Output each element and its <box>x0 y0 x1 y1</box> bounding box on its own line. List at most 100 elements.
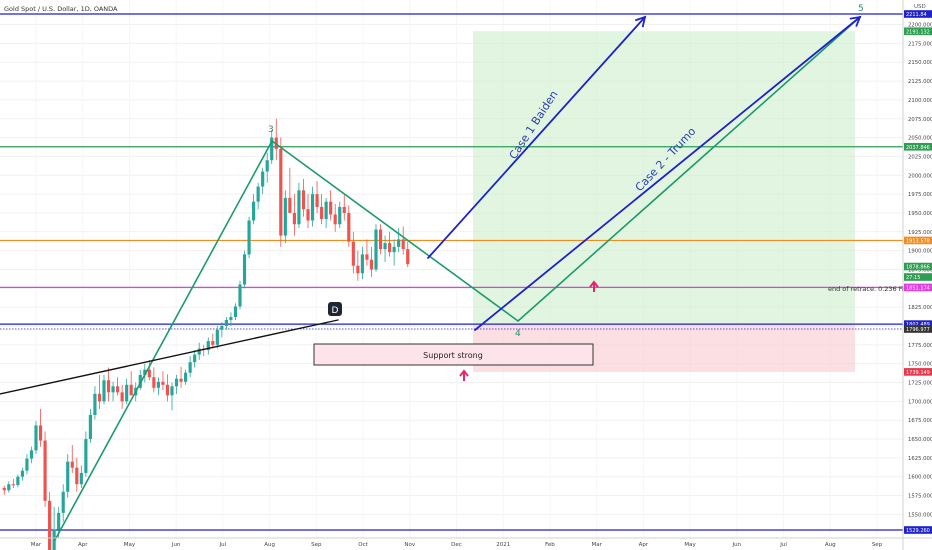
case1-line <box>427 16 646 259</box>
y-tick-label: 1625.000 <box>908 456 932 462</box>
support-box[interactable]: Support strong <box>313 343 594 366</box>
price-tag <box>904 142 932 151</box>
price-tag-label: 1739.149 <box>906 370 930 376</box>
y-tick-label: 1550.000 <box>908 512 932 518</box>
price-tag <box>904 325 932 333</box>
y-tick-label: 2050.000 <box>908 136 932 142</box>
candle-body <box>93 393 97 415</box>
y-tick-label: 1750.000 <box>908 362 932 368</box>
case1-arrowhead <box>634 15 647 28</box>
candle-body <box>356 265 360 274</box>
x-tick-label: Mar <box>31 542 42 548</box>
wave-line-five <box>517 16 861 322</box>
y-tick-label: 1900.000 <box>908 249 932 255</box>
candle-body <box>111 386 115 393</box>
x-tick-label: Apr <box>639 542 649 548</box>
candle-body <box>383 243 387 250</box>
candle-body <box>378 229 383 250</box>
x-tick-label: Dec <box>451 542 462 548</box>
candle-body <box>242 254 247 285</box>
candle-body <box>106 380 111 393</box>
candle-body <box>61 491 65 513</box>
candle-body <box>288 197 292 213</box>
x-tick-label: Apr <box>78 542 88 548</box>
support-up-arrow <box>459 369 469 381</box>
price-tag <box>904 273 932 281</box>
candle-body <box>256 186 260 202</box>
candle-body <box>16 476 20 486</box>
currency-label: USD <box>914 4 926 10</box>
candle-body <box>57 512 61 530</box>
horizontal-lines <box>0 13 903 531</box>
candle-body <box>193 354 197 363</box>
candle-body <box>70 461 74 468</box>
candle-body <box>292 212 296 225</box>
y-tick-label: 2125.000 <box>908 79 932 85</box>
x-tick-label: Oct <box>358 542 368 548</box>
candle-body <box>147 369 151 378</box>
wave-line-up <box>54 140 273 541</box>
drawings <box>0 15 862 541</box>
candles <box>2 118 410 550</box>
y-tick-label: 1925.000 <box>908 230 932 236</box>
candle-body <box>265 160 269 172</box>
candle-body <box>329 201 333 215</box>
price-tags: 2211.84 2191.132 2037.846 1913.578 1878.866 2… <box>904 10 932 534</box>
candle-body <box>324 201 328 219</box>
candle-body <box>97 393 102 402</box>
candle-body <box>206 341 210 351</box>
point-d-marker[interactable]: D <box>328 302 342 316</box>
x-tick-label: Feb <box>545 542 555 548</box>
candle-body <box>174 378 179 387</box>
candle-body <box>20 470 24 477</box>
candle-body <box>261 171 265 187</box>
y-tick-label: 2000.000 <box>908 173 932 179</box>
x-tick-label: Aug <box>825 542 836 548</box>
candle-body <box>270 137 274 161</box>
candle-body <box>29 450 34 459</box>
y-tick-label: 1725.000 <box>908 381 932 387</box>
candle-body <box>310 194 315 221</box>
x-tick-label: Jul <box>779 542 787 548</box>
x-tick-label: Nov <box>404 542 415 548</box>
candle-body <box>369 259 374 270</box>
price-tag <box>904 320 932 328</box>
wave-3-label: 3 <box>268 125 274 135</box>
support-label: Support strong <box>423 351 483 360</box>
candle-body <box>188 362 192 373</box>
candle-body <box>11 484 15 486</box>
x-tick-label: May <box>124 542 136 548</box>
candle-body <box>152 377 156 388</box>
candle-body <box>342 206 346 213</box>
retrace-label: end of retrace. 0.236 Fib W3 <box>828 285 921 293</box>
candle-body <box>320 206 324 219</box>
y-tick-label: 2200.000 <box>908 23 932 29</box>
y-tick-label: 1775.000 <box>908 343 932 349</box>
x-tick-label: Sep <box>311 542 322 548</box>
candle-body <box>374 229 378 270</box>
wave-line-down <box>271 140 519 322</box>
y-tick-label: 2175.000 <box>908 41 932 47</box>
candle-body <box>338 206 342 225</box>
candle-body <box>138 374 142 388</box>
y-tick-label: 1600.000 <box>908 475 932 481</box>
candle-body <box>66 461 70 492</box>
y-tick-label: 1575.000 <box>908 494 932 500</box>
price-tag-label: 2211.84 <box>906 12 927 18</box>
wave-5-label: 5 <box>858 4 864 14</box>
candle-body <box>2 488 6 491</box>
price-tag-label: 2037.846 <box>906 145 930 151</box>
y-tick-label: 1650.000 <box>908 437 932 443</box>
price-tag <box>904 10 932 18</box>
price-tag-label: 1796.977 <box>906 327 930 333</box>
candle-body <box>301 190 306 210</box>
x-tick-label: Sep <box>872 542 883 548</box>
candle-body <box>79 472 83 485</box>
candle-body <box>129 384 133 396</box>
wave-4-label: 4 <box>515 329 521 339</box>
price-tag <box>904 262 932 271</box>
price-tag <box>904 283 932 292</box>
candle-body <box>224 319 228 326</box>
candle-body <box>25 458 29 471</box>
